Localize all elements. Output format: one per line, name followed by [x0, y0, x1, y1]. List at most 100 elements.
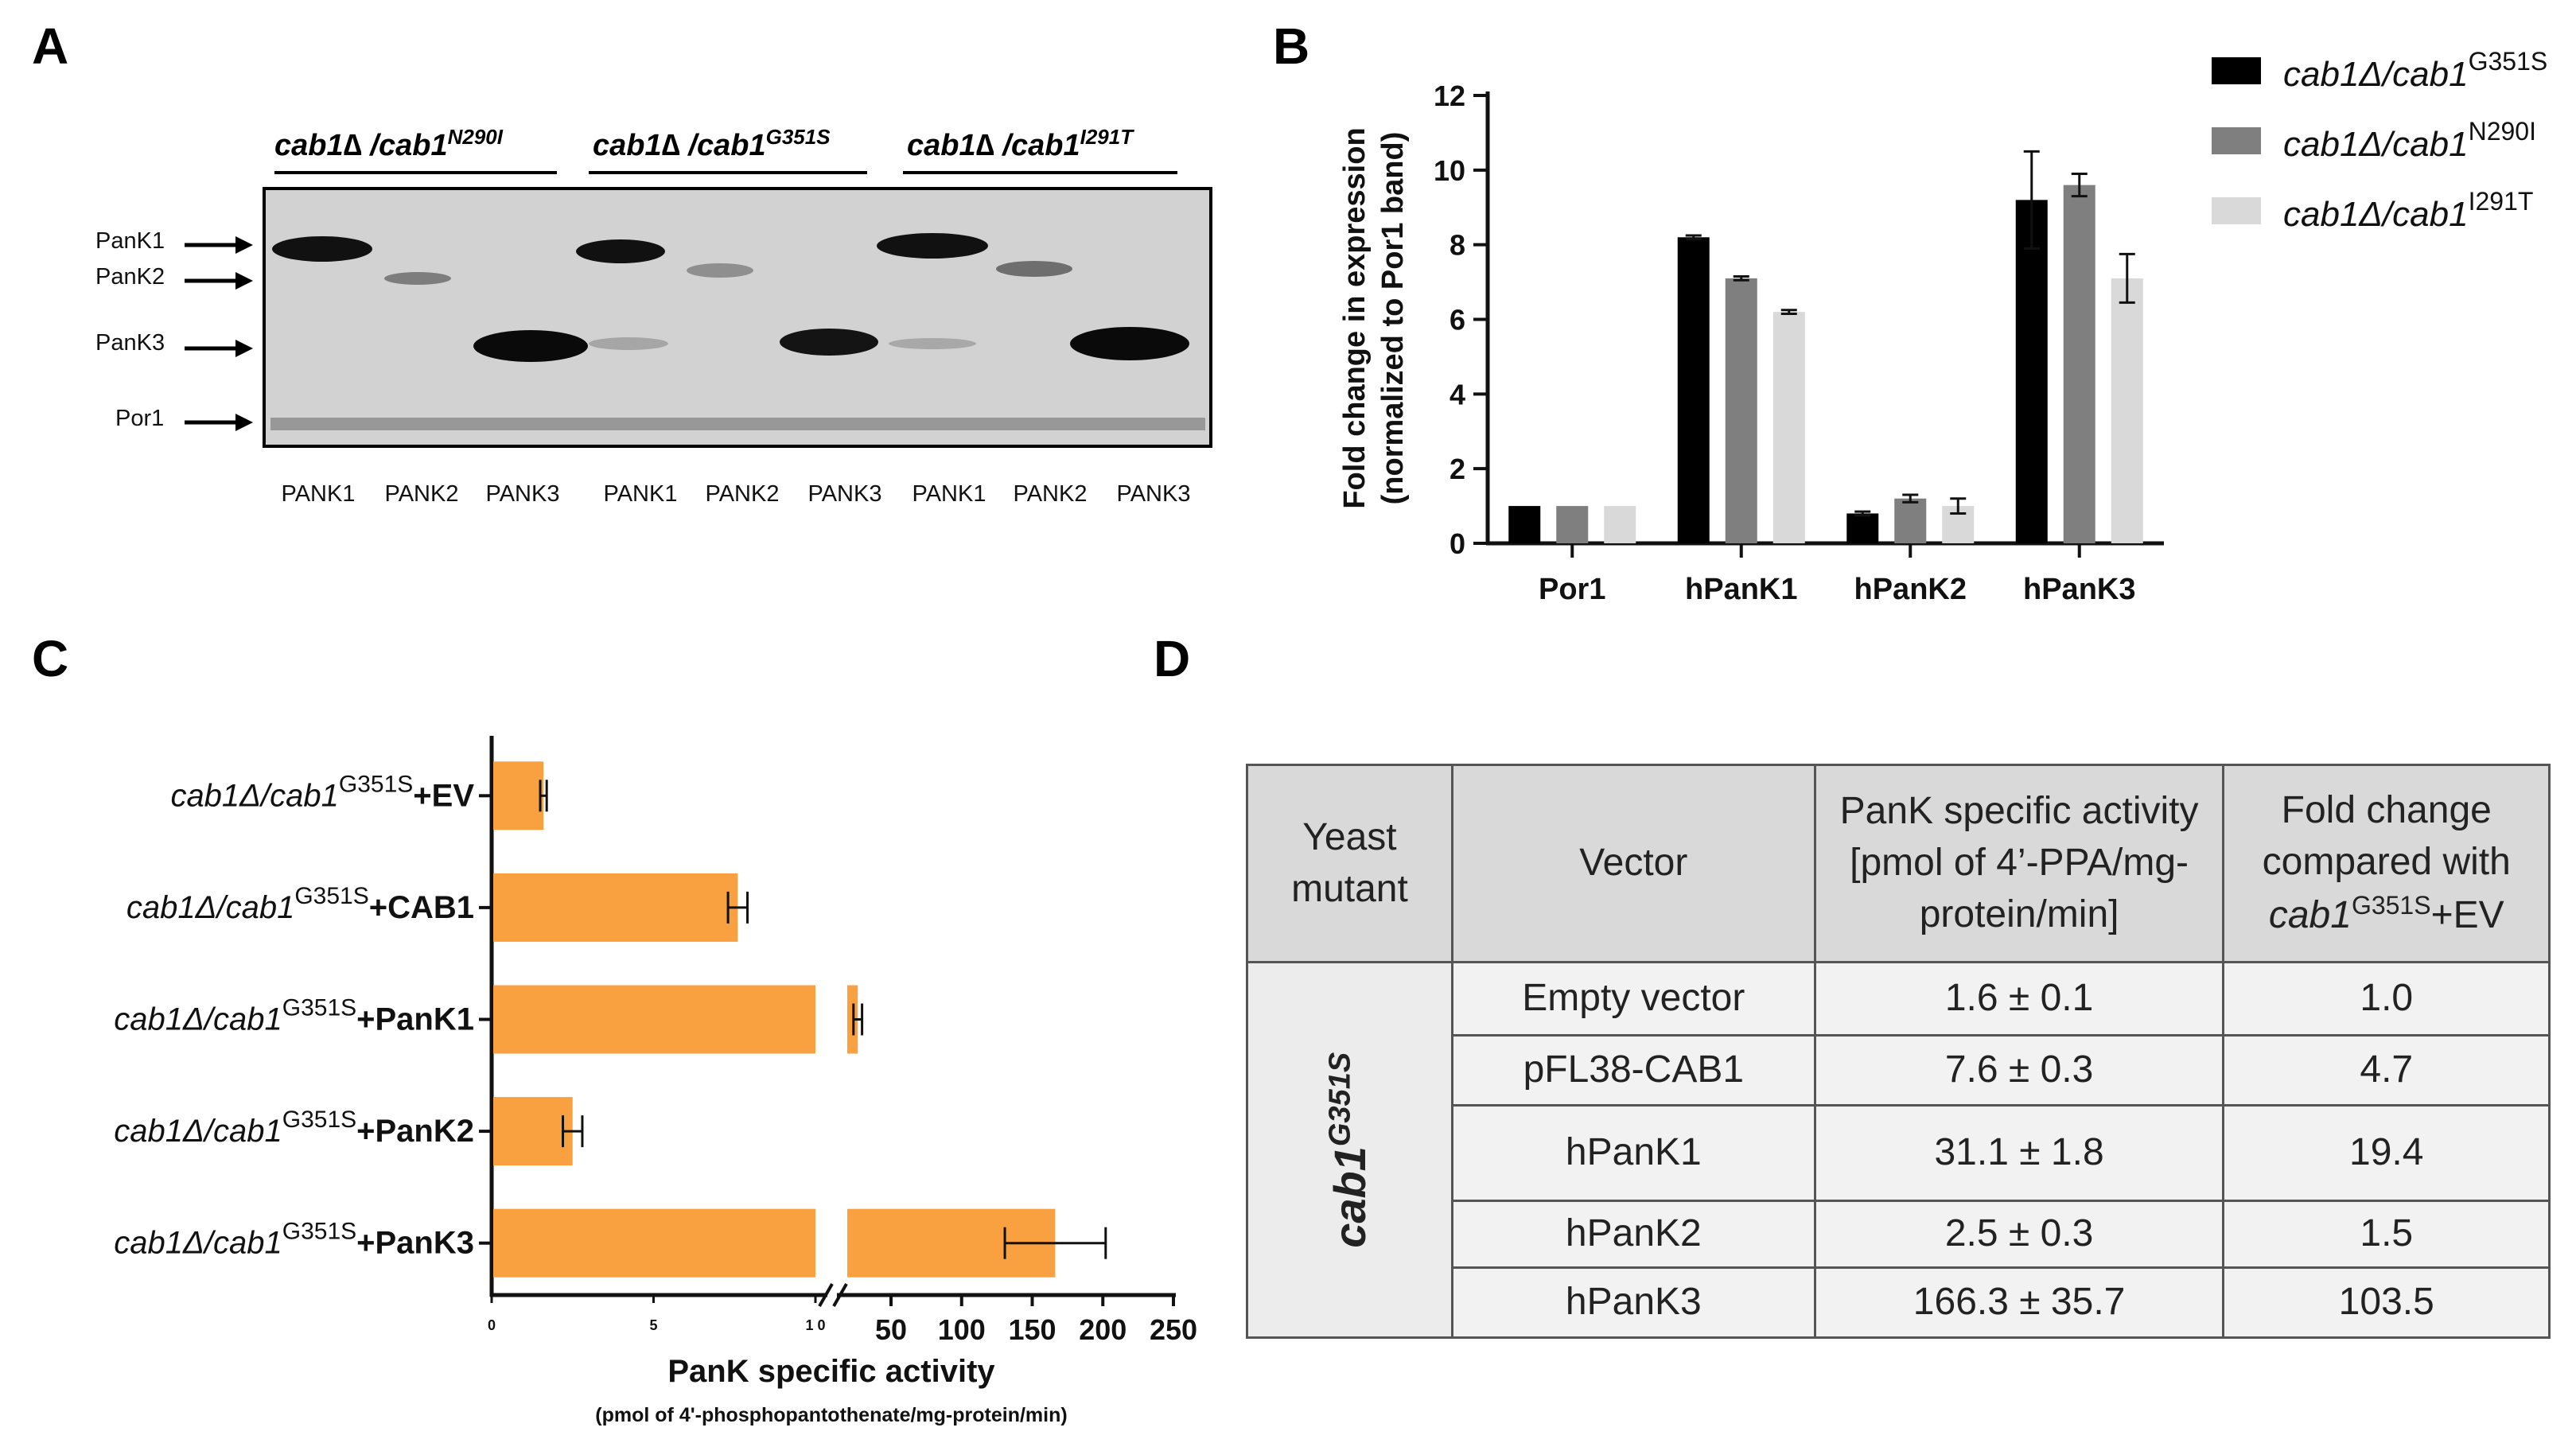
c-x-tick-label: 250 [1150, 1313, 1197, 1346]
pank3-band-lane9 [1070, 327, 1189, 360]
b-category-label: hPanK2 [1854, 573, 1967, 606]
vector-cell: hPanK2 [1450, 1200, 1816, 1269]
activity-cell: 7.6 ± 0.3 [1813, 1034, 2225, 1107]
c-axis-break-mark [818, 1283, 834, 1307]
pank1-band-lane4 [576, 239, 665, 263]
table-row: hPanK3 166.3 ± 35.7 103.5 [1247, 1266, 2551, 1339]
table-row: hPanK1 31.1 ± 1.8 19.4 [1247, 1104, 2551, 1202]
b-legend-label: cab1Δ/cab1I291T [2283, 187, 2533, 234]
header-vector: Vector [1450, 764, 1816, 963]
header-fold-line2: compared with [2262, 841, 2511, 884]
c-bar [493, 761, 544, 830]
genotype-label-2: cab1∆ /cab1G351S [593, 125, 831, 162]
pank2-band-lane8 [996, 261, 1072, 277]
activity-cell: 31.1 ± 1.8 [1813, 1104, 2225, 1202]
header-fold-line1: Fold change [2281, 789, 2492, 832]
mutant-cell: cab1G351S [1246, 961, 1453, 1339]
b-legend-swatch [2212, 197, 2261, 224]
table-row: pFL38-CAB1 7.6 ± 0.3 4.7 [1247, 1034, 2551, 1107]
header-fold-change: Fold change compared with cab1G351S+EV [2222, 764, 2551, 963]
b-legend-swatch [2212, 57, 2261, 84]
table-row: cab1G351S Empty vector 1.6 ± 0.1 1.0 [1246, 961, 2551, 1339]
b-bar [2015, 200, 2048, 543]
c-x-tick-label: 1 0 [805, 1317, 825, 1333]
fold-cell: 4.7 [2222, 1034, 2551, 1107]
c-category-label: cab1Δ/cab1G351S+PanK2 [114, 1107, 474, 1149]
c-x-tick-label: 100 [938, 1313, 986, 1346]
lane-label: PANK1 [604, 481, 678, 507]
lane-label: PANK2 [706, 481, 780, 507]
pank2-band-lane5 [687, 263, 753, 278]
fold-cell: 103.5 [2222, 1266, 2551, 1339]
vector-cell: Empty vector [1450, 961, 1816, 1037]
lane-labels: PANK1 PANK2 PANK3 PANK1 PANK2 PANK3 PANK1 PANK2… [282, 481, 1191, 507]
b-ylabel-line1: Fold change in expression [1338, 127, 1372, 508]
lane-label: PANK3 [486, 481, 560, 507]
b-y-tick-label: 6 [1449, 304, 1465, 336]
c-category-label: cab1Δ/cab1G351S+CAB1 [126, 883, 474, 925]
por1-band [270, 418, 1205, 430]
b-category-label: Por1 [1539, 573, 1605, 606]
panel-a-label: A [32, 18, 68, 75]
pank3-faint-lane7 [889, 338, 976, 349]
b-bar [1772, 312, 1805, 543]
b-y-tick-label: 0 [1449, 527, 1465, 560]
c-bar-low-segment [493, 985, 815, 1054]
c-xlabel-sub: (pmol of 4'-phosphopantothenate/mg-prote… [595, 1404, 1067, 1426]
band-label-por1: Por1 [115, 406, 164, 431]
pank3-band-lane3 [473, 330, 588, 362]
lane-label: PANK2 [1014, 481, 1088, 507]
c-x-tick-label: 50 [875, 1313, 907, 1346]
b-bar [1846, 513, 1879, 543]
pank1-band-lane1 [272, 236, 372, 262]
blot-image [263, 187, 1212, 448]
b-legend-label: cab1Δ/cab1N290I [2283, 117, 2536, 164]
b-bar [1677, 237, 1710, 543]
header-activity: PanK specific activity [pmol of 4’-PPA/m… [1813, 764, 2225, 963]
header-fold-line3: cab1G351S+EV [2268, 890, 2504, 936]
c-bar [493, 1097, 573, 1166]
table-row: hPanK2 2.5 ± 0.3 1.5 [1247, 1200, 2551, 1269]
panel-b-label: B [1273, 18, 1309, 75]
panel-b-chart: Fold change in expression (normalized to… [1338, 47, 2547, 606]
activity-cell: 166.3 ± 35.7 [1813, 1266, 2225, 1339]
b-y-tick-label: 8 [1449, 229, 1465, 262]
c-category-label: cab1Δ/cab1G351S+PanK3 [114, 1219, 474, 1261]
b-category-label: hPanK1 [1685, 573, 1797, 606]
lane-label: PANK2 [385, 481, 459, 507]
header-activity-line2: [pmol of 4’-PPA/mg- [1850, 842, 2189, 885]
c-x-tick-label: 5 [649, 1317, 657, 1333]
lane-label: PANK3 [808, 481, 882, 507]
b-y-tick-label: 10 [1434, 154, 1465, 187]
b-bar [1604, 506, 1636, 543]
b-bar [2063, 185, 2095, 543]
vector-cell: hPanK1 [1450, 1104, 1816, 1202]
pank2-band-lane2 [384, 272, 451, 285]
b-y-tick-label: 12 [1434, 80, 1465, 112]
fold-cell: 1.5 [2222, 1200, 2551, 1269]
pank3-faint-lane4 [589, 337, 668, 350]
b-bar [1556, 506, 1589, 543]
band-label-pank1: PanK1 [95, 228, 165, 254]
lane-label: PANK1 [282, 481, 356, 507]
lane-label: PANK3 [1117, 481, 1191, 507]
fold-cell: 19.4 [2222, 1104, 2551, 1202]
c-axis-break-mark [832, 1283, 848, 1307]
vector-cell: pFL38-CAB1 [1450, 1034, 1816, 1107]
b-bar [1725, 278, 1757, 543]
genotype-label-1: cab1∆ /cab1N290I [274, 125, 504, 162]
b-y-tick-label: 2 [1449, 453, 1465, 485]
header-activity-line3: protein/min] [1919, 893, 2119, 935]
lane-label: PANK1 [912, 481, 986, 507]
c-x-tick-label: 0 [488, 1317, 496, 1333]
b-legend-label: cab1Δ/cab1G351S [2283, 47, 2547, 94]
pank3-band-lane6 [780, 329, 878, 356]
c-category-label: cab1Δ/cab1G351S+PanK1 [114, 995, 474, 1037]
vector-cell: hPanK3 [1450, 1266, 1816, 1339]
c-category-label: cab1Δ/cab1G351S+EV [170, 771, 474, 813]
b-y-tick-label: 4 [1449, 378, 1465, 410]
b-bar [1508, 506, 1541, 543]
pank1-band-lane7 [877, 233, 988, 259]
table-header-row: Yeast mutant Vector PanK specific activi… [1246, 764, 2551, 963]
